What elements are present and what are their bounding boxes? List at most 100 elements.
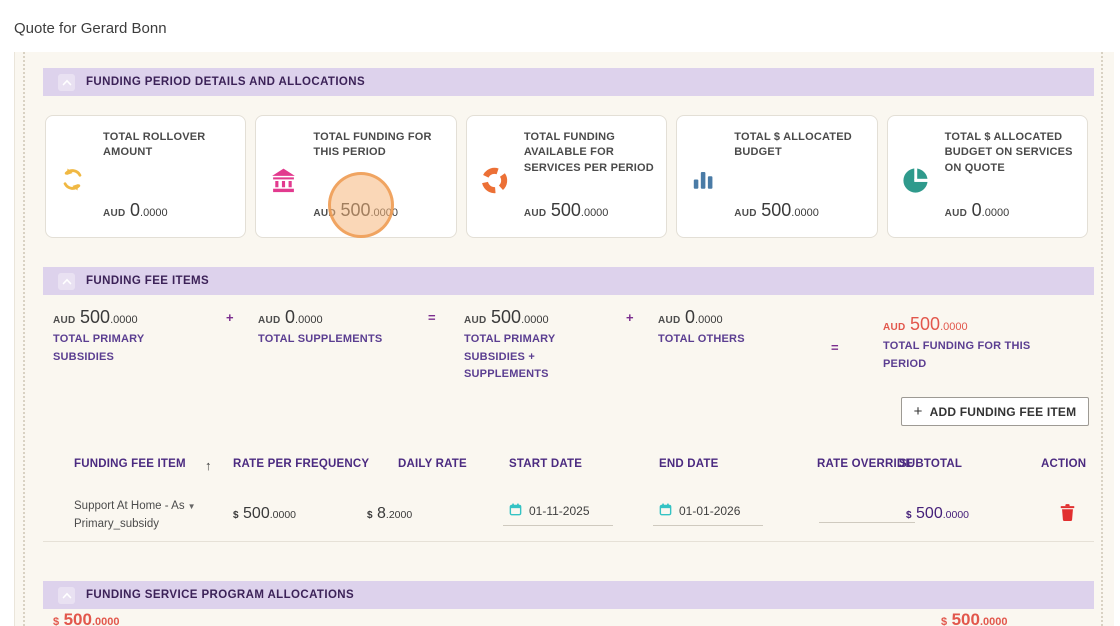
amount-whole: 500 <box>80 307 111 327</box>
amount-fraction: .0000 <box>791 207 819 219</box>
rate-per-frequency-value[interactable]: $ 500.0000 <box>233 505 296 523</box>
amount-whole: 500 <box>910 314 941 334</box>
funding-period-section-title: FUNDING PERIOD DETAILS AND ALLOCATIONS <box>86 76 366 88</box>
col-action[interactable]: ACTION <box>1041 458 1087 470</box>
currency-code: AUD <box>103 208 126 219</box>
card-value: AUD 0.0000 <box>945 200 1010 221</box>
col-end-date[interactable]: END DATE <box>659 458 719 470</box>
card-value: AUD 0.0000 <box>103 200 168 221</box>
service-program-section-header[interactable]: FUNDING SERVICE PROGRAM ALLOCATIONS <box>43 581 1094 609</box>
col-rate-per-frequency[interactable]: RATE PER FREQUENCY <box>233 458 370 470</box>
collapse-chevron-up-icon[interactable] <box>58 73 75 91</box>
plus-icon: + <box>913 403 923 420</box>
card-label: TOTAL $ ALLOCATED BUDGET ON SERVICES ON … <box>944 131 1073 174</box>
fee-item-subtype: Primary_subsidy <box>74 517 159 530</box>
eq-value: AUD 0.0000 <box>258 307 408 328</box>
currency-code: AUD <box>658 315 681 326</box>
click-highlight-indicator <box>328 172 395 238</box>
amount-fraction: .0000 <box>140 207 168 219</box>
page-title: Quote for Gerard Bonn <box>14 20 167 37</box>
left-dotted-divider <box>23 52 25 626</box>
delete-row-button[interactable] <box>1059 503 1076 527</box>
sort-ascending-icon[interactable]: ↑ <box>205 458 212 473</box>
total-primary-subsidies: AUD 500.0000 TOTAL PRIMARY SUBSIDIES <box>53 307 188 366</box>
card-label: TOTAL FUNDING FOR THIS PERIOD <box>313 131 432 159</box>
fee-table-header: FUNDING FEE ITEM ↑ RATE PER FREQUENCY DA… <box>43 458 1094 480</box>
collapse-chevron-up-icon[interactable] <box>58 586 75 604</box>
amount-fraction: .0000 <box>295 314 323 326</box>
bank-icon <box>269 166 298 200</box>
start-date-input[interactable]: 01-11-2025 <box>503 501 613 526</box>
total-rollover-amount-card: TOTAL ROLLOVER AMOUNT AUD 0.0000 <box>45 115 247 238</box>
equals-operator: = <box>831 340 839 355</box>
end-date-value: 01-01-2026 <box>679 504 741 518</box>
eq-value: AUD 500.0000 <box>53 307 188 328</box>
plus-operator: + <box>626 310 634 325</box>
start-date-value: 01-11-2025 <box>529 504 590 518</box>
amount-fraction: .0000 <box>580 207 609 219</box>
amount-whole: 500 <box>243 505 270 522</box>
dollar-sign: $ <box>941 616 948 626</box>
amount-fraction: .0000 <box>695 314 723 326</box>
col-subtotal[interactable]: SUBTOTAL <box>899 458 963 470</box>
funding-period-section-header[interactable]: FUNDING PERIOD DETAILS AND ALLOCATIONS <box>43 68 1094 96</box>
col-daily-rate[interactable]: DAILY RATE <box>398 458 467 470</box>
equals-operator: = <box>428 310 436 325</box>
currency-code: AUD <box>313 208 336 219</box>
collapse-chevron-up-icon[interactable] <box>58 272 75 290</box>
amount-whole: 500 <box>916 505 943 522</box>
col-start-date[interactable]: START DATE <box>509 458 583 470</box>
daily-rate-value: $ 8.2000 <box>367 505 412 523</box>
amount-whole: 0 <box>971 200 982 220</box>
total-supplements: AUD 0.0000 TOTAL SUPPLEMENTS <box>258 307 408 349</box>
service-program-total-right: $ 500.0000 <box>941 610 1007 626</box>
card-label: TOTAL ROLLOVER AMOUNT <box>103 131 206 159</box>
currency-code: AUD <box>944 208 968 219</box>
bar-chart-icon <box>690 166 716 197</box>
eq-value: AUD 500.0000 <box>464 307 579 328</box>
fee-items-section-header[interactable]: FUNDING FEE ITEMS <box>43 267 1094 295</box>
amount-whole: 500 <box>761 200 792 220</box>
end-date-input[interactable]: 01-01-2026 <box>653 501 763 526</box>
amount-fraction: .0000 <box>91 616 120 626</box>
total-allocated-budget-card: TOTAL $ ALLOCATED BUDGET AUD 500.0000 <box>676 115 878 238</box>
fee-items-section-title: FUNDING FEE ITEMS <box>86 275 210 287</box>
eq-label: TOTAL FUNDING FOR THIS PERIOD <box>883 340 1031 370</box>
rate-override-input[interactable] <box>819 505 915 523</box>
card-value: AUD 500.0000 <box>524 200 609 221</box>
amount-whole: 500 <box>491 307 522 327</box>
currency-code: AUD <box>464 315 487 326</box>
currency-code: AUD <box>53 315 76 326</box>
dollar-sign: $ <box>906 510 912 521</box>
total-funding-available-card: TOTAL FUNDING AVAILABLE FOR SERVICES PER… <box>465 115 668 238</box>
dollar-sign: $ <box>233 510 239 521</box>
col-rate-override[interactable]: RATE OVERRIDE <box>817 458 914 470</box>
amount-fraction: .0000 <box>110 314 138 326</box>
amount-whole: 8 <box>377 505 386 522</box>
amount-fraction: .2000 <box>385 509 413 521</box>
currency-code: AUD <box>734 208 757 219</box>
calendar-icon[interactable] <box>509 503 522 519</box>
add-funding-fee-item-button[interactable]: + ADD FUNDING FEE ITEM <box>901 397 1089 426</box>
currency-code: AUD <box>883 322 906 333</box>
col-funding-fee-item[interactable]: FUNDING FEE ITEM <box>74 458 186 470</box>
content-panel: FUNDING PERIOD DETAILS AND ALLOCATIONS <box>14 52 1114 626</box>
subtotal-value: $ 500.0000 <box>906 505 969 523</box>
eq-label: TOTAL SUPPLEMENTS <box>258 333 383 345</box>
funding-fee-item-select[interactable]: Support At Home - As ▼ Primary_subsidy <box>74 498 224 534</box>
calendar-icon[interactable] <box>659 503 672 519</box>
card-value: AUD 500.0000 <box>734 200 819 221</box>
currency-code: AUD <box>523 208 547 219</box>
eq-label: TOTAL PRIMARY SUBSIDIES <box>53 333 145 363</box>
service-program-total-left: $ 500.0000 <box>53 610 119 626</box>
total-funding-period-card: TOTAL FUNDING FOR THIS PERIOD AUD 500.00… <box>255 115 457 238</box>
summary-cards-row: TOTAL ROLLOVER AMOUNT AUD 0.0000 <box>45 115 1089 238</box>
right-dotted-divider <box>1101 52 1103 626</box>
dollar-sign: $ <box>53 616 60 626</box>
amount-fraction: .0000 <box>981 207 1010 219</box>
amount-fraction: .0000 <box>940 321 968 333</box>
card-label: TOTAL FUNDING AVAILABLE FOR SERVICES PER… <box>523 131 654 174</box>
eq-value: AUD 0.0000 <box>658 307 778 328</box>
amount-fraction: .0000 <box>942 509 969 521</box>
